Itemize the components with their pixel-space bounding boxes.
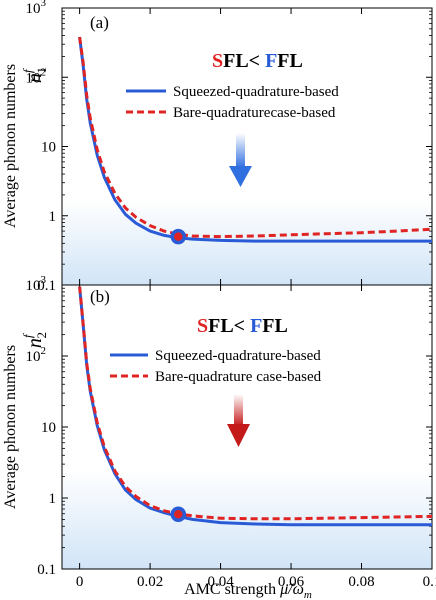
y-tick-label-a-0: 0.1 [37, 278, 56, 294]
legend-a-bare-label: Bare-quadraturecase-based [173, 105, 336, 121]
x-tick-label-3: 0.06 [278, 574, 305, 590]
y-axis-symbol-b: nf2 [20, 332, 49, 348]
y-tick-label-a-2: 10 [41, 140, 56, 156]
y-axis-symbol-a: nf1 [20, 67, 49, 83]
panel-b-label: (b) [90, 287, 110, 306]
y-axis-label-a: Average phonon numbers [2, 64, 19, 228]
x-axis-label: AMC strength μ̃/ωm [184, 581, 312, 600]
y-tick-label-b-1: 1 [49, 491, 57, 507]
panel-b-arrow-down-icon [227, 394, 250, 447]
legend-a-squeezed-label: Squeezed-quadrature-based [173, 84, 339, 100]
y-tick-label-a-1: 1 [49, 209, 57, 225]
x-tick-label-0: 0 [76, 574, 84, 590]
x-tick-label-1: 0.02 [137, 574, 163, 590]
y-tick-label-b-0: 0.1 [37, 562, 56, 578]
x-tick-label-4: 0.08 [348, 574, 374, 590]
marker-point-b [170, 506, 187, 523]
panel-b-bg-fill [62, 470, 432, 569]
panel-b-legend: Squeezed-quadrature-based Bare-quadratur… [110, 348, 322, 385]
panel-a-legend: Squeezed-quadrature-based Bare-quadratur… [126, 84, 339, 121]
y-axis-label-b: Average phonon numbers [2, 345, 19, 509]
series-line-b-bare [78, 286, 433, 521]
y-tick-label-a-4: 103 [26, 0, 47, 17]
marker-point-a [170, 228, 187, 245]
panel-a-title: SFL< FFL [212, 50, 303, 72]
panel-b-title: SFL< FFL [197, 315, 288, 337]
x-tick-label-2: 0.04 [207, 574, 234, 590]
y-tick-label-b-2: 10 [41, 420, 56, 436]
panel-a-label: (a) [90, 13, 109, 32]
legend-b-squeezed-label: Squeezed-quadrature-based [155, 348, 321, 364]
x-tick-label-5: 0.1 [423, 574, 436, 590]
panel-b-series [78, 286, 433, 527]
panel-a-arrow-down-icon [229, 133, 252, 187]
panel-a-series [78, 36, 433, 245]
legend-b-bare-label: Bare-quadrature case-based [155, 369, 322, 385]
